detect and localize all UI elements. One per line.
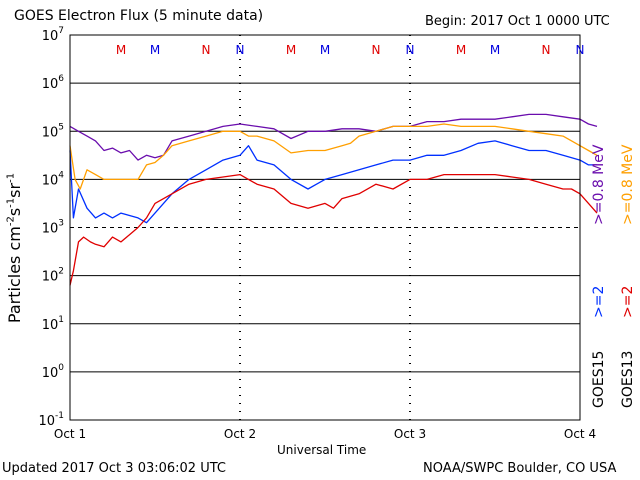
chart-title: GOES Electron Flux (5 minute data)	[14, 8, 264, 24]
y-tick-label: 101	[42, 315, 64, 333]
y-tick-label: 105	[42, 122, 64, 140]
x-tick-label: Oct 1	[54, 427, 86, 441]
satellite-marker: N	[406, 43, 415, 57]
satellite-marker: M	[490, 43, 500, 57]
credit-text: NOAA/SWPC Boulder, CO USA	[423, 461, 617, 476]
satellite-marker: M	[116, 43, 126, 57]
legend-entry: GOES15	[591, 351, 607, 408]
plot-border	[69, 34, 581, 421]
legend-entry: >=2	[591, 286, 607, 318]
satellite-marker: N	[202, 43, 211, 57]
satellite-marker: N	[236, 43, 245, 57]
y-tick-label: 10-1	[38, 411, 64, 429]
legend: >=0.8 MeV >=0.8 MeV >=2 >=2 GOES13 GOES15	[591, 144, 636, 408]
y-tick-label: 106	[42, 74, 65, 92]
legend-entry: >=2	[620, 286, 636, 318]
legend-entry: >=0.8 MeV	[620, 144, 636, 225]
x-tick-label: Oct 3	[394, 427, 426, 441]
x-axis-label: Universal Time	[277, 443, 367, 457]
updated-timestamp: Updated 2017 Oct 3 03:06:02 UTC	[2, 461, 226, 476]
series-layer	[69, 113, 598, 286]
satellite-marker: M	[286, 43, 296, 57]
series-line-0	[69, 113, 598, 161]
grid	[70, 35, 580, 420]
y-tick-label: 100	[42, 363, 65, 381]
series-line-3	[69, 173, 598, 286]
satellite-marker: N	[542, 43, 551, 57]
satellite-marker: M	[320, 43, 330, 57]
satellite-marker: N	[576, 43, 585, 57]
series-line-2	[69, 140, 597, 224]
y-tick-label: 102	[42, 267, 64, 285]
x-tick-label: Oct 4	[564, 427, 596, 441]
plot-frame	[69, 34, 581, 421]
y-tick-label: 107	[42, 26, 64, 44]
satellite-marker: M	[150, 43, 160, 57]
satellite-marker: M	[456, 43, 466, 57]
satellite-marker: N	[372, 43, 381, 57]
legend-entry: >=0.8 MeV	[591, 144, 607, 225]
y-tick-label: 103	[42, 219, 64, 237]
x-tick-label: Oct 2	[224, 427, 256, 441]
begin-time: Begin: 2017 Oct 1 0000 UTC	[425, 14, 610, 29]
y-tick-label: 104	[42, 170, 65, 188]
series-line-1	[69, 123, 598, 190]
legend-entry: GOES13	[620, 351, 636, 408]
